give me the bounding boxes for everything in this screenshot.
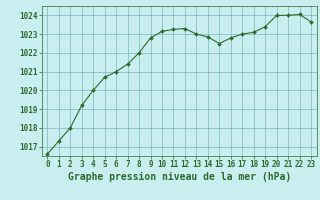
X-axis label: Graphe pression niveau de la mer (hPa): Graphe pression niveau de la mer (hPa)	[68, 172, 291, 182]
